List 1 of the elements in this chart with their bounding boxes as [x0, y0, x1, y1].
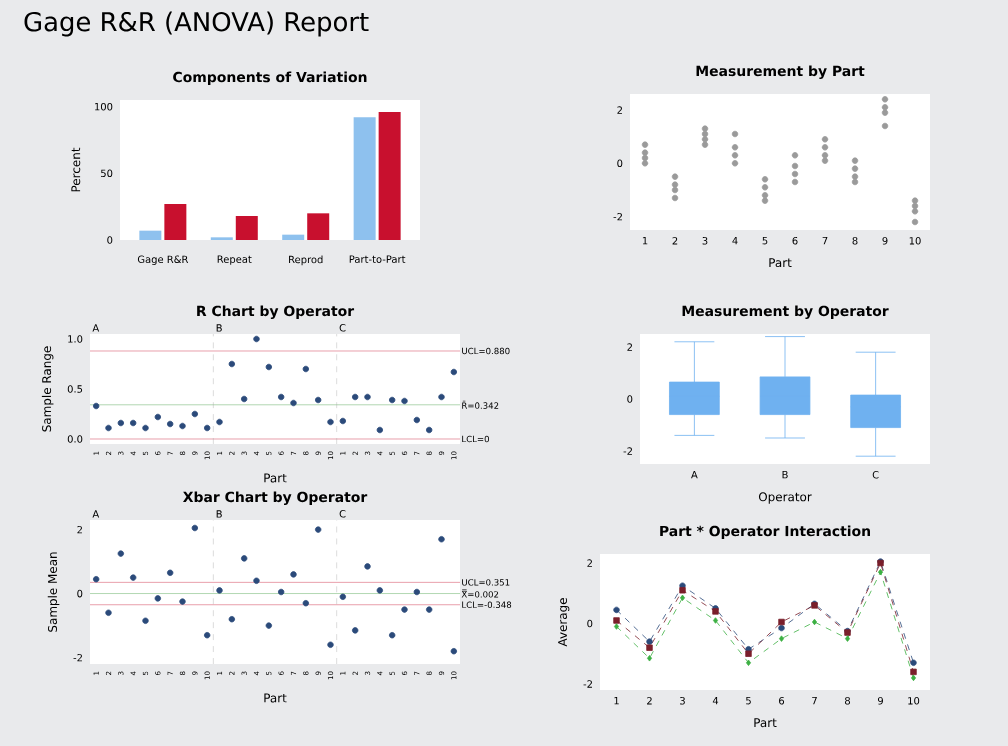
text: Gage R&R (ANOVA) Report — [24, 11, 369, 37]
